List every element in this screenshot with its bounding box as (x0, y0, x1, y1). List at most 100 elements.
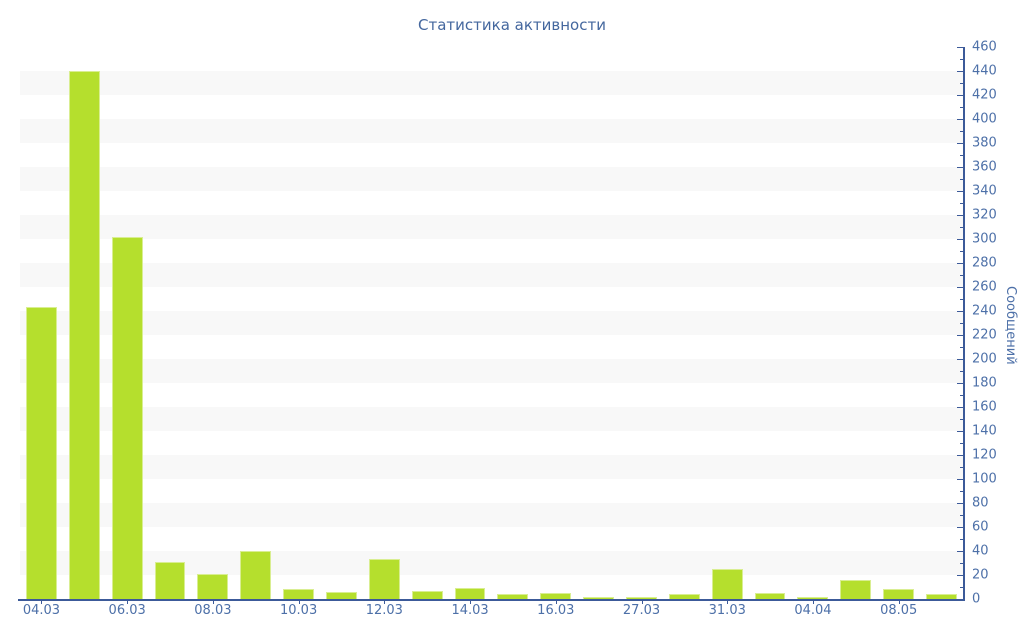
x-tick (470, 599, 472, 604)
y-major-tick (957, 262, 963, 264)
y-major-tick (957, 214, 963, 216)
y-minor-tick (960, 82, 963, 84)
bar-slot (149, 47, 192, 599)
x-tick (298, 599, 300, 604)
y-tick-label: 200 (972, 351, 997, 367)
y-minor-tick (960, 538, 963, 540)
bar-slot (534, 47, 577, 599)
x-tick-label: 04.03 (22, 603, 61, 618)
bar (111, 236, 143, 599)
y-tick-label: 340 (972, 183, 997, 199)
x-tick (812, 599, 814, 604)
x-tick (41, 599, 43, 604)
bar (454, 588, 486, 599)
chart-title: Статистика активности (418, 16, 606, 34)
bar-slot (20, 47, 63, 599)
y-minor-tick (960, 298, 963, 300)
y-major-tick (957, 358, 963, 360)
y-minor-tick (960, 346, 963, 348)
y-tick-label: 380 (972, 135, 997, 151)
y-tick-label: 140 (972, 423, 997, 439)
y-major-tick (957, 46, 963, 48)
bar-slot (191, 47, 234, 599)
y-minor-tick (960, 106, 963, 108)
bar (754, 593, 786, 599)
y-tick-label: 280 (972, 255, 997, 271)
x-tick (727, 599, 729, 604)
y-major-tick (957, 310, 963, 312)
bar (583, 596, 615, 599)
y-major-tick (957, 406, 963, 408)
y-major-tick (957, 526, 963, 528)
y-major-tick (957, 118, 963, 120)
bar-slot (706, 47, 749, 599)
bar (497, 594, 529, 599)
y-major-tick (957, 598, 963, 600)
x-tick (641, 599, 643, 604)
bar-slot (663, 47, 706, 599)
x-tick-label: 06.03 (108, 603, 146, 618)
x-tick-label: 12.03 (365, 603, 403, 618)
x-tick (384, 599, 386, 604)
bar (626, 596, 657, 599)
y-tick-label: 420 (972, 87, 997, 103)
y-major-tick (957, 70, 963, 72)
bars-row (20, 47, 963, 599)
bar-slot (834, 47, 877, 599)
bar-slot (234, 47, 277, 599)
x-tick-label: 31.03 (708, 603, 746, 618)
x-tick-label: 14.03 (451, 603, 489, 618)
y-minor-tick (960, 154, 963, 156)
x-tick-label: 04.04 (794, 603, 832, 618)
y-minor-tick (960, 490, 963, 492)
y-tick-label: 220 (972, 327, 997, 343)
bar-slot (749, 47, 792, 599)
y-minor-tick (960, 370, 963, 372)
bar (283, 589, 314, 599)
y-minor-tick (960, 178, 963, 180)
bar (926, 594, 957, 599)
x-tick (555, 599, 557, 604)
y-minor-tick (960, 394, 963, 396)
bar-slot (577, 47, 620, 599)
y-major-tick (957, 166, 963, 168)
bar (368, 559, 400, 599)
y-major-tick (957, 574, 963, 576)
y-minor-tick (960, 130, 963, 132)
bar (68, 71, 100, 599)
y-tick-label: 360 (972, 159, 997, 175)
x-tick-label: 08.05 (880, 603, 918, 618)
x-tick (127, 599, 129, 604)
y-tick-label: 0 (972, 591, 981, 607)
y-tick-label: 60 (972, 519, 989, 535)
y-axis-title: Сообщений (1003, 286, 1018, 365)
x-tick-label: 10.03 (280, 603, 318, 618)
bar-slot (63, 47, 106, 599)
bar (540, 593, 572, 599)
y-tick-label: 400 (972, 111, 997, 127)
y-major-tick (957, 94, 963, 96)
y-major-tick (957, 142, 963, 144)
y-major-tick (957, 190, 963, 192)
y-tick-label: 80 (972, 495, 989, 511)
x-axis-line (18, 599, 965, 601)
y-tick-label: 440 (972, 63, 997, 79)
bar-slot (363, 47, 406, 599)
plot-area: 0 20 40 60 80 100 120 140 160 180 200 220 240 260 280 3… (18, 40, 997, 618)
bar-slot (877, 47, 920, 599)
bar-slot (920, 47, 963, 599)
x-tick (212, 599, 214, 604)
y-minor-tick (960, 226, 963, 228)
y-tick-label: 20 (972, 567, 989, 583)
y-tick-label: 160 (972, 399, 997, 415)
y-minor-tick (960, 514, 963, 516)
bar (197, 573, 229, 599)
x-tick-label: 08.03 (194, 603, 232, 618)
y-tick-label: 240 (972, 303, 997, 319)
y-major-tick (957, 478, 963, 480)
y-minor-tick (960, 58, 963, 60)
bar-slot (406, 47, 449, 599)
y-minor-tick (960, 250, 963, 252)
y-major-tick (957, 382, 963, 384)
